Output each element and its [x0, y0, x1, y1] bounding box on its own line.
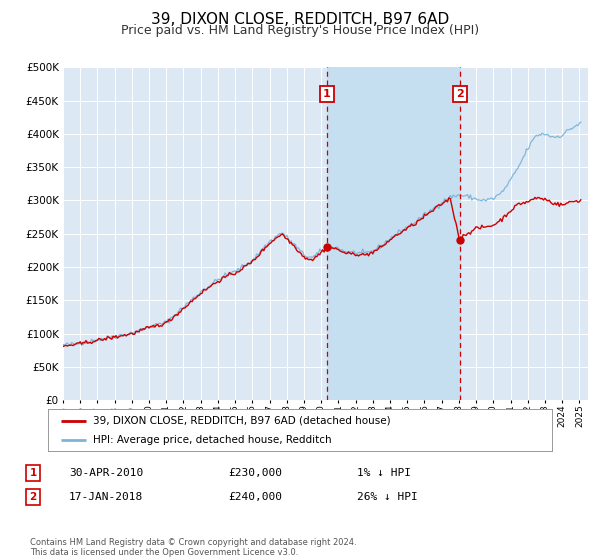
Text: 39, DIXON CLOSE, REDDITCH, B97 6AD (detached house): 39, DIXON CLOSE, REDDITCH, B97 6AD (deta…	[94, 416, 391, 426]
Text: £240,000: £240,000	[228, 492, 282, 502]
Text: 2: 2	[29, 492, 37, 502]
Text: 39, DIXON CLOSE, REDDITCH, B97 6AD: 39, DIXON CLOSE, REDDITCH, B97 6AD	[151, 12, 449, 27]
Text: £230,000: £230,000	[228, 468, 282, 478]
Text: 26% ↓ HPI: 26% ↓ HPI	[357, 492, 418, 502]
Text: 1: 1	[29, 468, 37, 478]
Bar	[327, 67, 460, 400]
Text: 30-APR-2010: 30-APR-2010	[69, 468, 143, 478]
Text: 17-JAN-2018: 17-JAN-2018	[69, 492, 143, 502]
Text: Price paid vs. HM Land Registry's House Price Index (HPI): Price paid vs. HM Land Registry's House …	[121, 24, 479, 36]
Text: 1: 1	[323, 89, 331, 99]
Text: 2: 2	[456, 89, 464, 99]
Text: Contains HM Land Registry data © Crown copyright and database right 2024.
This d: Contains HM Land Registry data © Crown c…	[30, 538, 356, 557]
Text: HPI: Average price, detached house, Redditch: HPI: Average price, detached house, Redd…	[94, 435, 332, 445]
Text: 1% ↓ HPI: 1% ↓ HPI	[357, 468, 411, 478]
